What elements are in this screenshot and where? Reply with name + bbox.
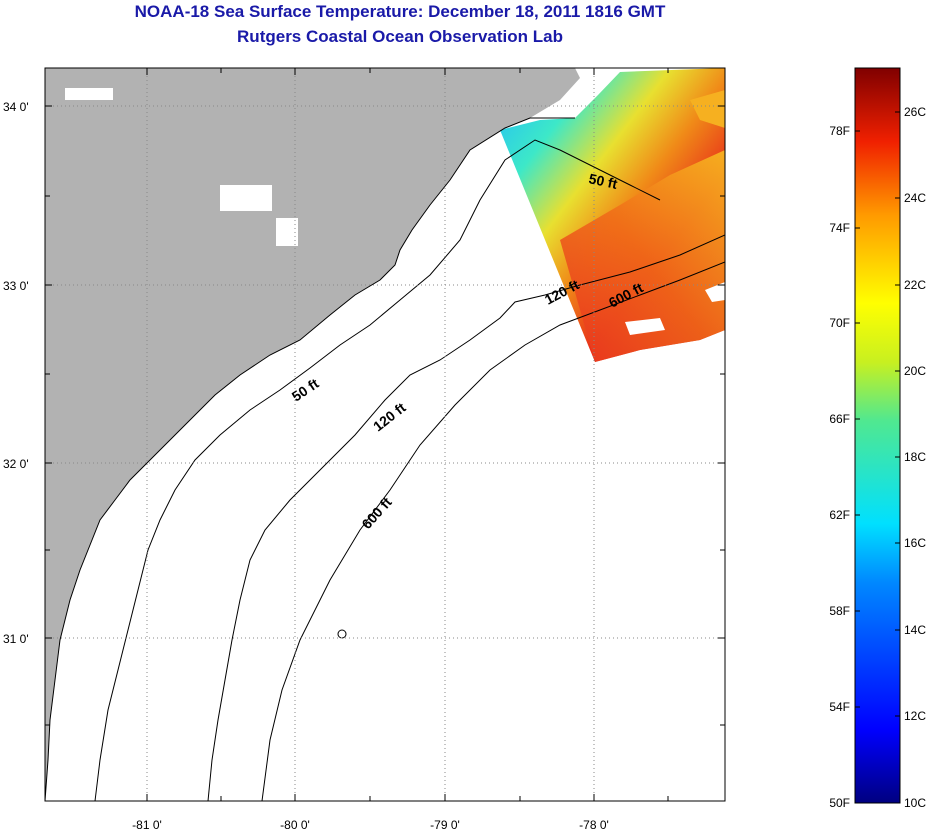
cloud-gap [625,318,665,335]
colorbar-c-label: 26C [904,105,926,119]
colorbar-f-label: 50F [829,796,850,810]
colorbar-c-label: 18C [904,450,926,464]
colorbar-f-label: 54F [829,700,850,714]
axis-ticks [45,68,725,801]
lat-label: 32 0' [3,457,29,471]
lake-marker [65,88,113,100]
lat-label: 34 0' [3,100,29,114]
colorbar-c-label: 24C [904,191,926,205]
lake-marker [276,218,298,246]
lon-label: -80 0' [280,818,310,832]
colorbar-f-label: 62F [829,508,850,522]
isobath-120ft [207,234,725,801]
cloud-gap [705,282,725,302]
colorbar-c-label: 10C [904,796,926,810]
map-title: NOAA-18 Sea Surface Temperature: Decembe… [134,2,666,21]
colorbar-f-label: 70F [829,316,850,330]
isobath-50ft [94,139,661,801]
colorbar-ticks [855,111,900,717]
lat-label: 33 0' [3,279,29,293]
map-subtitle: Rutgers Coastal Ocean Observation Lab [237,27,563,46]
colorbar-f-label: 74F [829,221,850,235]
warm-patch [690,90,725,128]
graticule [45,68,725,801]
lon-label: -81 0' [132,818,162,832]
colorbar-c-label: 12C [904,709,926,723]
colorbar-c-label: 22C [904,278,926,292]
colorbar [854,67,901,804]
coastline [45,117,575,801]
lon-label: -78 0' [579,818,609,832]
land-mass [45,68,580,801]
colorbar-f-label: 78F [829,124,850,138]
colorbar-c-label: 20C [904,364,926,378]
colorbar-f-label: 58F [829,604,850,618]
colorbar-c-label: 14C [904,623,926,637]
plot-frame [44,67,726,802]
isobath-600ft [261,261,725,801]
contour-label: 50 ft [587,170,619,192]
colorbar-f-label: 66F [829,412,850,426]
lake-marker [220,185,272,211]
lon-label: -79 0' [430,818,460,832]
colorbar-c-label: 16C [904,536,926,550]
lat-label: 31 0' [3,632,29,646]
